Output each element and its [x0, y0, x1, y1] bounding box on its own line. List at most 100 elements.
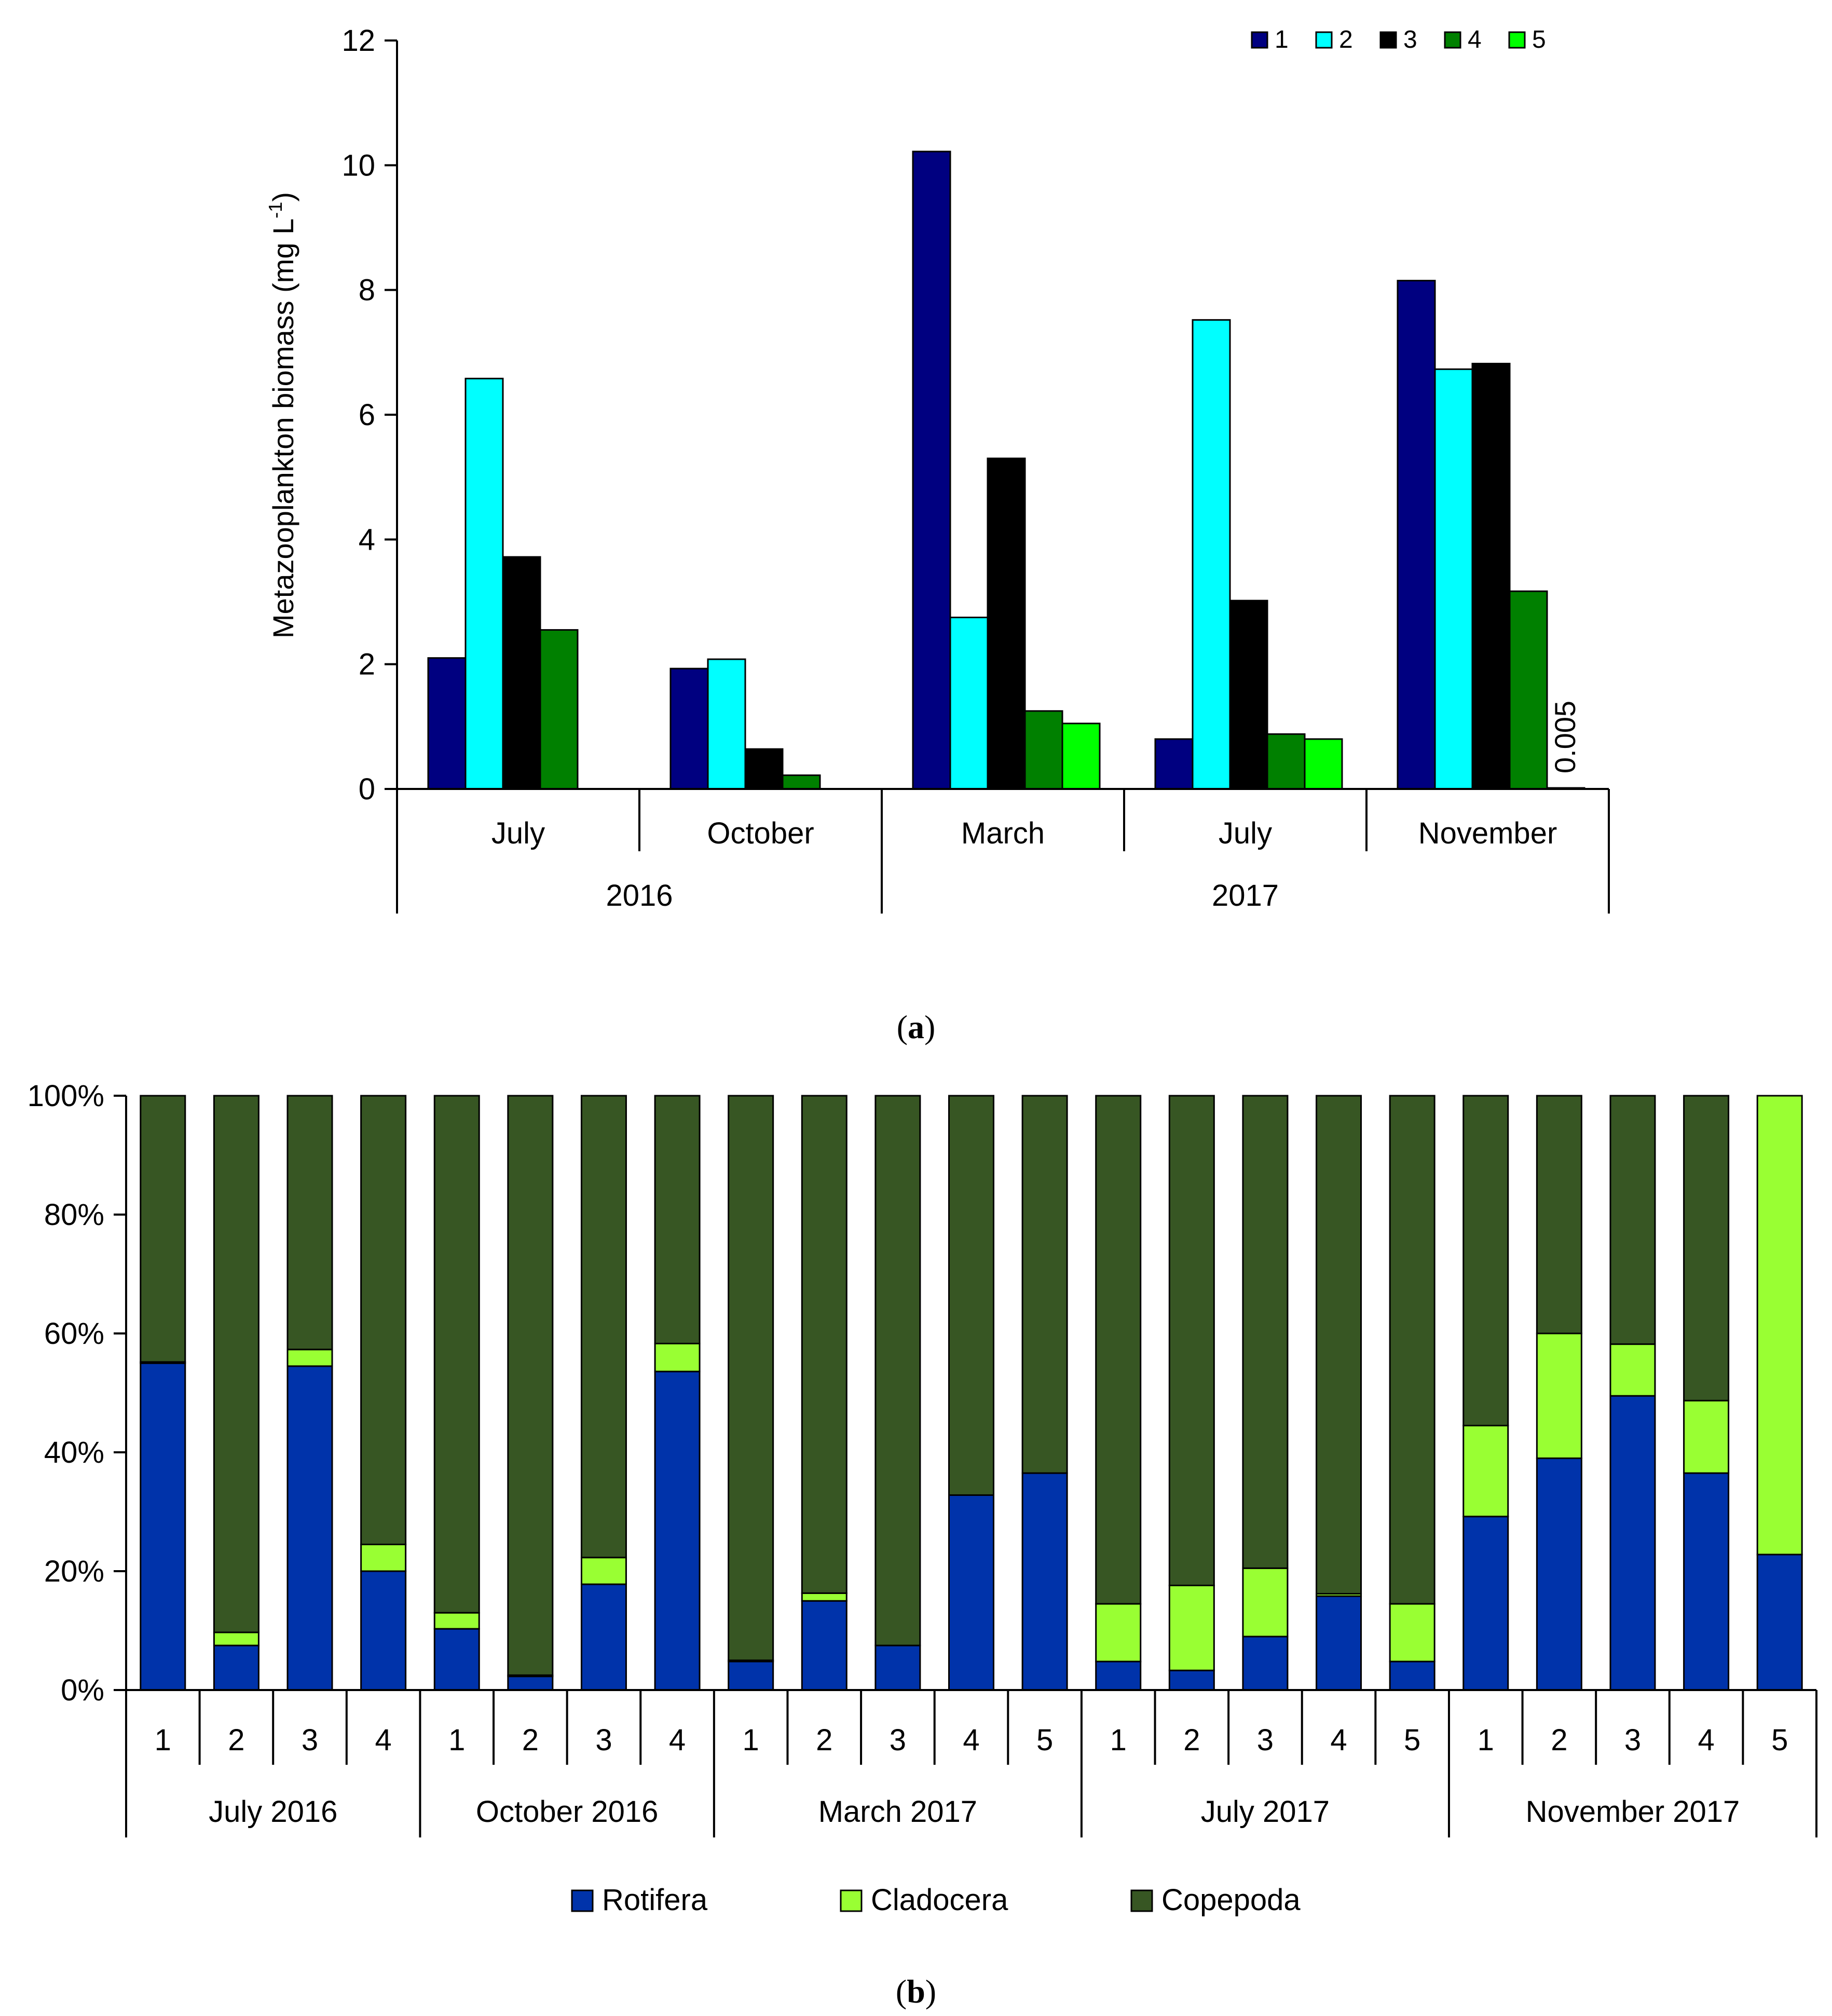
b-x-group-label: March 2017 — [818, 1795, 977, 1829]
b-y-tick-label: 20% — [44, 1555, 104, 1588]
b-bar-segment — [1536, 1332, 1582, 1459]
b-bar-segment — [507, 1676, 554, 1691]
b-legend-label: Rotifera — [602, 1883, 708, 1917]
a-bar — [949, 617, 989, 790]
a-legend: 1 2 3 4 5 — [1251, 26, 1546, 53]
b-bar-segment — [1536, 1095, 1582, 1334]
a-y-tick-label: 6 — [359, 398, 375, 432]
b-bar-segment — [1756, 1095, 1803, 1556]
b-x-tick-label: 1 — [155, 1723, 171, 1757]
b-bar-segment — [728, 1095, 774, 1661]
b-bar-segment — [1242, 1095, 1289, 1569]
b-y-tick-label: 100% — [28, 1079, 104, 1113]
a-bar — [1509, 590, 1548, 790]
a-bar — [1061, 723, 1101, 790]
b-bar-segment — [1389, 1660, 1435, 1691]
b-bar-segment — [1316, 1595, 1362, 1691]
a-x-tick-label: July — [1219, 816, 1272, 850]
a-y-tick-label: 2 — [359, 648, 375, 682]
b-bar-segment — [874, 1644, 921, 1691]
b-bar-segment — [1462, 1424, 1509, 1518]
a-y-tick-label: 4 — [359, 523, 375, 556]
a-legend-label: 3 — [1403, 26, 1417, 53]
b-bar-segment — [1683, 1399, 1730, 1474]
a-bar — [427, 657, 467, 790]
b-x-tick-label: 4 — [963, 1723, 979, 1757]
b-bar-segment — [433, 1628, 480, 1691]
b-y-tick-label: 80% — [44, 1198, 104, 1232]
b-x-tick-label: 2 — [816, 1723, 832, 1757]
b-y-tick-label: 60% — [44, 1317, 104, 1351]
a-legend-label: 2 — [1339, 26, 1353, 53]
b-bar-segment — [1095, 1660, 1142, 1691]
b-bar-segment — [1683, 1095, 1730, 1401]
a-x-axis: July October March July November 2016 2017 — [396, 788, 1610, 914]
a-legend-label: 1 — [1275, 26, 1289, 53]
b-bar-segment — [1095, 1603, 1142, 1663]
b-y-tick-label: 40% — [44, 1436, 104, 1469]
b-x-tick-label: 2 — [1183, 1723, 1200, 1757]
a-x-group-label: 2016 — [606, 879, 673, 912]
a-bar — [1304, 738, 1343, 790]
b-x-tick-label: 2 — [228, 1723, 244, 1757]
b-bar-segment — [433, 1095, 480, 1614]
b-bar-segment — [286, 1095, 333, 1351]
b-x-tick-label: 2 — [522, 1723, 539, 1757]
panel-b-caption: (b) — [896, 1973, 936, 2010]
a-x-tick-label: July — [491, 816, 545, 850]
b-bar-segment — [1168, 1095, 1215, 1586]
a-annotation-label: 0.005 — [1549, 701, 1581, 773]
b-bar-segment — [1095, 1095, 1142, 1605]
b-bar-segment — [1756, 1554, 1803, 1691]
b-bar-segment — [1462, 1516, 1509, 1691]
b-x-tick-label: 1 — [743, 1723, 759, 1757]
b-bar-segment — [580, 1095, 627, 1559]
b-x-tick-label: 4 — [375, 1723, 391, 1757]
a-legend-swatch — [1379, 31, 1397, 49]
b-x-tick-label: 3 — [1624, 1723, 1641, 1757]
a-bar — [464, 377, 504, 790]
a-bar — [1154, 738, 1194, 790]
b-bar-segment — [654, 1342, 701, 1372]
b-bar-segment — [360, 1095, 407, 1545]
a-x-tick-label: November — [1418, 816, 1557, 850]
b-bar-segment — [654, 1095, 701, 1344]
b-bar-segment — [213, 1631, 259, 1646]
b-bar-segment — [1316, 1095, 1362, 1595]
a-legend-swatch — [1251, 31, 1268, 49]
b-x-tick-label: 4 — [1698, 1723, 1714, 1757]
b-x-tick-label: 5 — [1771, 1723, 1788, 1757]
b-bar-segment — [1021, 1095, 1068, 1474]
b-bar-segment — [1609, 1095, 1656, 1345]
b-bar-segment — [1021, 1472, 1068, 1691]
b-y-axis: 0% 20% 40% 60% 80% 100% — [28, 1079, 127, 1707]
b-bar-segment — [1683, 1472, 1730, 1691]
b-x-group-label: July 2017 — [1201, 1795, 1330, 1829]
b-bar-segment — [286, 1365, 333, 1691]
b-bar-segment — [360, 1570, 407, 1691]
a-bar — [1397, 280, 1436, 790]
b-x-tick-label: 2 — [1551, 1723, 1567, 1757]
b-x-group-label: October 2016 — [476, 1795, 658, 1829]
b-bar-segment — [1389, 1095, 1435, 1605]
b-bar-segment — [213, 1095, 259, 1633]
b-bar-segment — [1168, 1584, 1215, 1671]
b-bar-segment — [948, 1095, 994, 1496]
b-x-tick-label: 3 — [890, 1723, 906, 1757]
b-legend: Rotifera Cladocera Copepoda — [571, 1883, 1301, 1917]
chart-b-composition: 0% 20% 40% 60% 80% 100% 1 2 3 4 1 2 3 4 1 2 3 4 5 1 2 3 4 5 1 2 3… — [28, 1079, 1817, 2010]
b-legend-swatch — [1130, 1889, 1153, 1912]
a-x-group-label: 2017 — [1212, 879, 1279, 912]
a-bar — [502, 556, 541, 790]
b-y-tick-label: 0% — [61, 1673, 104, 1707]
b-legend-swatch — [571, 1889, 594, 1912]
b-x-tick-label: 3 — [595, 1723, 612, 1757]
b-x-group-label: July 2016 — [209, 1795, 337, 1829]
a-bar — [912, 151, 951, 790]
b-legend-swatch — [840, 1889, 863, 1912]
b-x-tick-label: 3 — [302, 1723, 318, 1757]
a-y-tick-label: 12 — [341, 24, 375, 58]
b-x-tick-label: 5 — [1036, 1723, 1053, 1757]
b-bar-segment — [140, 1095, 186, 1363]
b-bar-segment — [1242, 1636, 1289, 1691]
